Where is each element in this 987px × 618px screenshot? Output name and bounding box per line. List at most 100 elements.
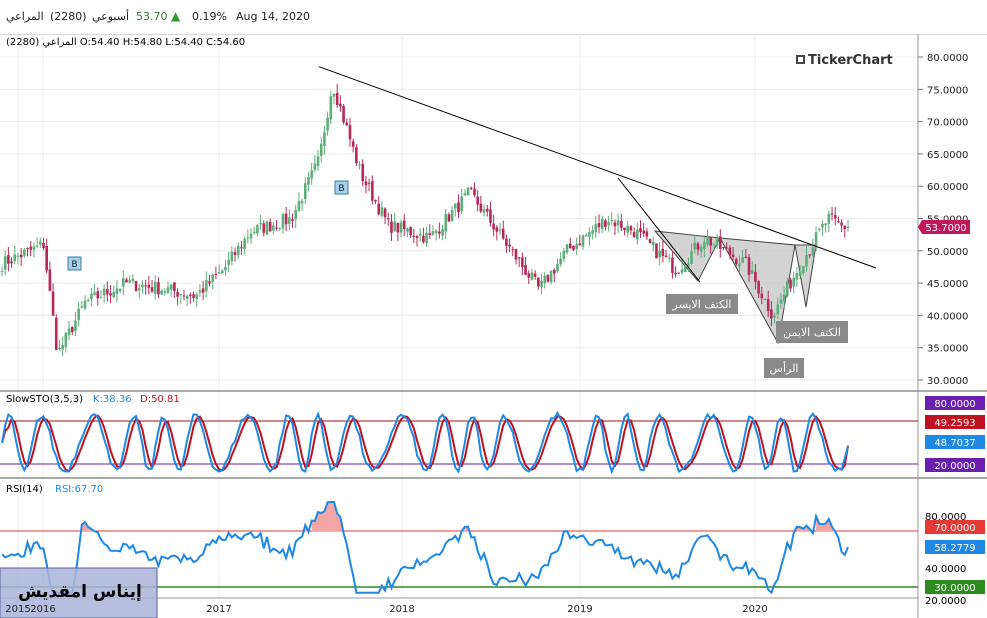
candle-body bbox=[540, 280, 543, 287]
candle-body bbox=[77, 308, 80, 321]
candle-body bbox=[335, 92, 339, 106]
candle-body bbox=[303, 183, 307, 200]
candle-body bbox=[683, 266, 687, 273]
rsi-name: RSI(14) bbox=[6, 484, 43, 495]
candle-body bbox=[268, 221, 272, 232]
candle-body bbox=[505, 238, 508, 246]
candle-body bbox=[422, 235, 425, 243]
candle-body bbox=[383, 208, 387, 218]
candle-body bbox=[568, 243, 572, 249]
candle-body bbox=[80, 306, 84, 308]
candle-body bbox=[645, 231, 649, 237]
candle-body bbox=[236, 245, 240, 255]
time-tick-label: 2016 bbox=[30, 604, 55, 615]
stoch-lower-tag bbox=[925, 458, 985, 472]
candle-body bbox=[562, 250, 566, 259]
candle-body bbox=[741, 257, 744, 263]
buy-signal-marker[interactable] bbox=[334, 180, 349, 195]
candle-body bbox=[150, 287, 154, 292]
candle-body bbox=[256, 225, 259, 234]
downtrend-line[interactable] bbox=[318, 66, 877, 269]
candle-body bbox=[332, 93, 336, 97]
candle-body bbox=[399, 222, 403, 233]
candle-body bbox=[824, 223, 827, 226]
price-tick-label: 45.0000 bbox=[927, 279, 968, 290]
candle-body bbox=[3, 256, 7, 270]
candle-body bbox=[83, 300, 87, 309]
candle-body bbox=[591, 230, 594, 234]
candle-body bbox=[709, 236, 713, 246]
candle-body bbox=[604, 220, 607, 227]
candle-body bbox=[760, 293, 764, 299]
candle-body bbox=[693, 242, 697, 250]
candle-body bbox=[754, 271, 757, 282]
candle-body bbox=[476, 196, 479, 205]
rsi-lower-tag-text: 30.0000 bbox=[934, 583, 975, 594]
candle-body bbox=[728, 247, 732, 256]
candle-body bbox=[766, 299, 770, 312]
candle-body bbox=[616, 220, 620, 226]
candle-body bbox=[712, 244, 716, 246]
candle-body bbox=[112, 291, 116, 298]
change-percent: 0.19% bbox=[192, 10, 227, 23]
candle-body bbox=[240, 247, 243, 249]
candle-body bbox=[348, 125, 352, 140]
candle-body bbox=[10, 261, 13, 264]
candle-body bbox=[719, 236, 722, 249]
candle-body bbox=[473, 188, 476, 196]
candle-body bbox=[789, 279, 792, 289]
candle-body bbox=[492, 223, 495, 230]
candle-body bbox=[284, 213, 288, 225]
candle-body bbox=[243, 238, 246, 250]
candle-body bbox=[153, 281, 157, 294]
left-shoulder-label: الكتف الايسر bbox=[672, 298, 732, 311]
candle-body bbox=[798, 271, 802, 276]
candle-body bbox=[450, 210, 454, 221]
candle-body bbox=[830, 213, 834, 215]
chart-area[interactable]: (2280) المراعي O:54.40 H:54.80 L:54.40 C… bbox=[0, 34, 987, 618]
candle-body bbox=[667, 257, 671, 259]
candle-body bbox=[102, 288, 106, 296]
candle-body bbox=[355, 147, 358, 164]
candle-body bbox=[680, 269, 684, 273]
candle-body bbox=[339, 103, 342, 107]
candle-body bbox=[380, 207, 384, 216]
symbol-name[interactable]: المراعي bbox=[6, 10, 44, 23]
grid-lines bbox=[0, 34, 918, 598]
candle-body bbox=[386, 218, 390, 220]
candle-body bbox=[498, 229, 502, 231]
candle-body bbox=[137, 288, 141, 291]
candle-body bbox=[0, 270, 4, 272]
candle-body bbox=[99, 297, 103, 299]
candle-body bbox=[466, 187, 470, 196]
candle-body bbox=[32, 246, 36, 250]
candle-body bbox=[364, 181, 368, 186]
candle-body bbox=[527, 273, 531, 278]
candle-body bbox=[205, 280, 208, 292]
candle-body bbox=[393, 221, 396, 232]
candle-body bbox=[482, 209, 486, 213]
candle-body bbox=[651, 241, 655, 246]
stoch-upper-tag bbox=[925, 396, 985, 410]
candle-body bbox=[671, 257, 674, 273]
candle-body bbox=[342, 105, 345, 123]
candle-body bbox=[125, 279, 128, 283]
candle-body bbox=[521, 257, 524, 268]
candle-body bbox=[674, 272, 677, 275]
last-price-tag bbox=[918, 220, 970, 234]
stoch-d-tag bbox=[925, 415, 985, 429]
head-label: الرأس bbox=[770, 361, 799, 375]
period-label[interactable]: أسبوعي bbox=[92, 10, 130, 23]
candle-body bbox=[696, 243, 700, 250]
header-date: Aug 14, 2020 bbox=[236, 10, 310, 23]
candle-body bbox=[300, 201, 304, 204]
candle-body bbox=[157, 282, 160, 295]
price-legend: (2280) المراعي O:54.40 H:54.80 L:54.40 C… bbox=[6, 37, 245, 48]
time-axis[interactable]: 2015 2016 2017 2018 2019 2020 bbox=[5, 604, 767, 615]
candle-body bbox=[655, 243, 658, 259]
buy-signal-marker[interactable] bbox=[67, 256, 82, 271]
candle-body bbox=[517, 257, 521, 259]
candle-body bbox=[811, 247, 815, 256]
price-tick-label: 80.0000 bbox=[927, 53, 968, 64]
candle-body bbox=[514, 249, 518, 260]
